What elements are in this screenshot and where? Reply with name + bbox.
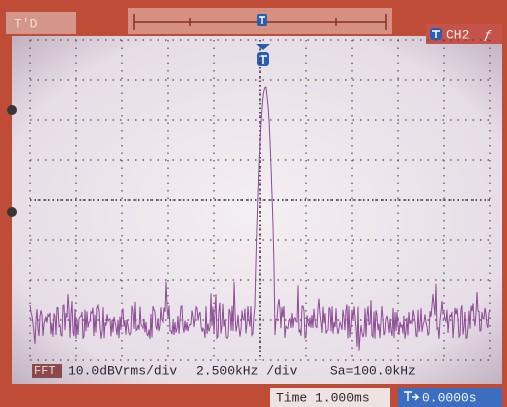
timebase-trigger-icon	[257, 14, 267, 26]
mode-label: T'D	[14, 16, 38, 31]
source-label: FFT	[34, 364, 56, 378]
time-box	[270, 388, 390, 407]
span-label: 2.500kHz /div	[196, 363, 298, 378]
trigger-pos-box	[398, 388, 502, 407]
time-label: Time 1.000ms	[276, 390, 370, 405]
channel-marker	[7, 207, 17, 217]
graticule	[29, 39, 491, 361]
channel-label: CH2	[446, 27, 469, 42]
display-area	[12, 36, 502, 384]
trigger-pos-label: 0.0000s	[422, 390, 477, 405]
rate-label: Sa=100.0kHz	[330, 363, 416, 378]
trigger-edge: ƒ	[484, 27, 492, 42]
mode-box	[6, 12, 76, 34]
fft-trace	[29, 86, 491, 351]
scale-label: 10.0dBVrms/div	[68, 363, 177, 378]
channel-box	[426, 24, 502, 44]
trigger-pos-icon	[404, 391, 420, 401]
level-marker	[7, 105, 17, 115]
source-box	[32, 364, 62, 378]
